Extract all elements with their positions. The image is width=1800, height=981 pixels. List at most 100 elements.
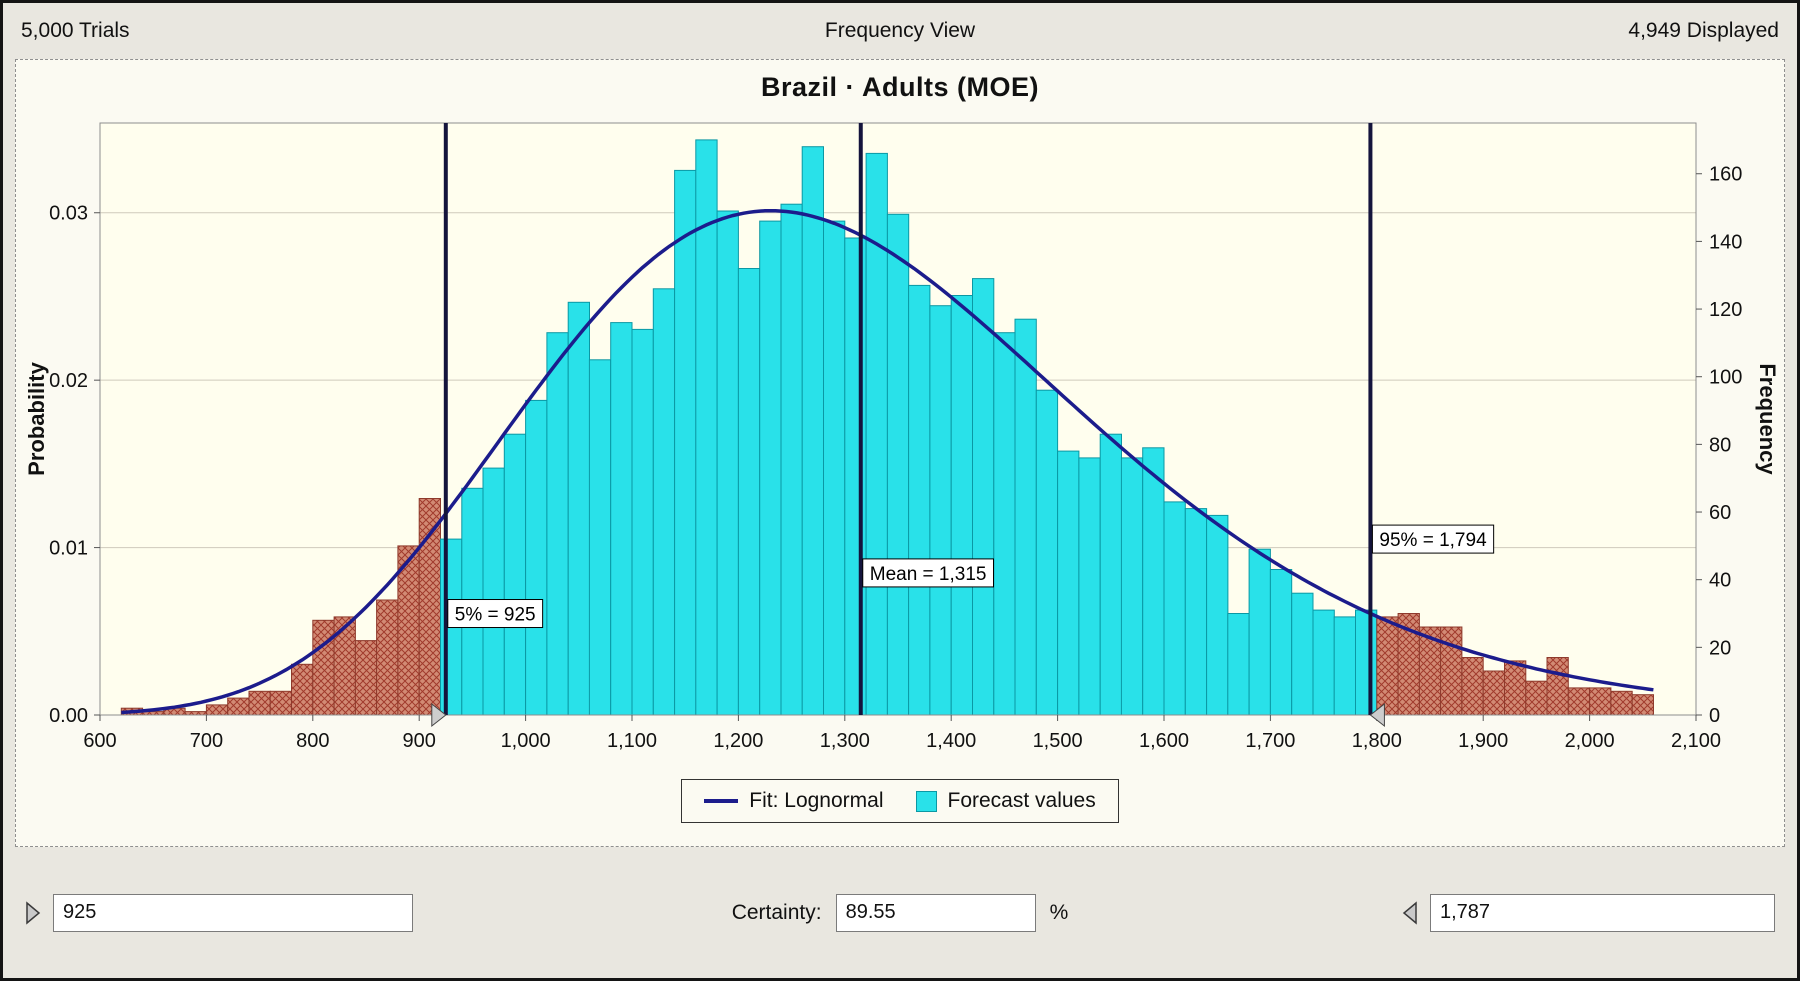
- histogram-bar-outlier: [1567, 687, 1591, 716]
- histogram-bar-outlier: [1376, 616, 1399, 716]
- marker-label-text-mean: Mean = 1,315: [870, 564, 987, 585]
- histogram-bar-outlier: [418, 498, 442, 716]
- freq-tick-label: 120: [1709, 299, 1742, 321]
- histogram-bar: [929, 305, 952, 716]
- histogram-bar: [503, 433, 527, 716]
- histogram-bar: [886, 213, 910, 716]
- histogram-bar: [567, 301, 591, 716]
- histogram-bar: [1035, 389, 1059, 716]
- histogram-bar: [1099, 433, 1122, 716]
- histogram-bar: [1120, 457, 1144, 716]
- x-tick-label: 1,500: [1033, 730, 1083, 752]
- histogram-bar: [823, 220, 846, 716]
- certainty-input[interactable]: [835, 893, 1036, 932]
- histogram-bar-outlier: [376, 599, 399, 716]
- histogram-bar-outlier: [291, 663, 314, 716]
- x-tick-label: 700: [190, 730, 223, 752]
- legend-fit-label: Fit: Lognormal: [749, 789, 884, 812]
- range-grabber-min[interactable]: [431, 702, 447, 728]
- histogram-bar-outlier: [205, 704, 229, 716]
- y-axis-title-left: Probability: [24, 361, 49, 475]
- histogram-bar-outlier: [1525, 680, 1548, 716]
- max-range-group: [1192, 893, 1775, 932]
- histogram-bar: [652, 288, 676, 716]
- trials-count: 5,000 Trials: [21, 19, 130, 42]
- marker-label-box-p5: [447, 599, 544, 629]
- max-range-input[interactable]: [1429, 893, 1775, 932]
- histogram-bar: [1248, 548, 1271, 716]
- histogram-bar: [1312, 609, 1335, 716]
- percent-sign: %: [1049, 900, 1069, 924]
- freq-tick-label: 60: [1709, 502, 1731, 524]
- x-tick-label: 1,800: [1352, 730, 1402, 752]
- y-axis-title-right: Frequency: [1755, 363, 1780, 475]
- histogram-bar-outlier: [354, 640, 378, 716]
- freq-tick-label: 140: [1709, 231, 1742, 253]
- histogram-bar: [1184, 508, 1208, 716]
- range-grabber-max[interactable]: [1369, 702, 1385, 728]
- marker-label-text-p95: 95% = 1,794: [1379, 530, 1487, 551]
- histogram-bar: [1014, 318, 1037, 716]
- x-tick-label: 2,100: [1671, 730, 1721, 752]
- x-tick-label: 900: [403, 730, 436, 752]
- marker-label-text-p5: 5% = 925: [455, 605, 536, 626]
- histogram-bar: [993, 332, 1016, 716]
- histogram-bar-outlier: [1504, 660, 1527, 716]
- x-tick-label: 600: [83, 730, 116, 752]
- legend-item-forecast: Forecast values: [915, 789, 1096, 813]
- marker-label-p5: 5% = 925: [447, 599, 544, 629]
- histogram-bar: [1163, 501, 1186, 716]
- chart-panel: Brazil · Adults (MOE) 5% = 925 Mean = 1,3…: [15, 59, 1785, 847]
- histogram-bar: [610, 322, 633, 716]
- x-tick-label: 1,700: [1245, 730, 1295, 752]
- histogram-bar: [716, 210, 739, 716]
- histogram-bar-outlier: [184, 711, 207, 716]
- histogram-bar-outlier: [1631, 694, 1654, 716]
- histogram-bar: [588, 359, 612, 716]
- freq-tick-label: 40: [1709, 570, 1731, 592]
- prob-tick-label: 0.01: [49, 538, 88, 560]
- legend-forecast-label: Forecast values: [947, 789, 1096, 812]
- histogram-bar: [1142, 447, 1165, 716]
- chart-title: Brazil · Adults (MOE): [761, 72, 1039, 102]
- x-tick-label: 1,900: [1458, 730, 1508, 752]
- histogram-bar: [972, 278, 995, 716]
- marker-label-p95: 95% = 1,794: [1371, 524, 1495, 554]
- histogram-bar: [1291, 592, 1314, 716]
- x-tick-label: 1,200: [713, 730, 763, 752]
- histogram-bar: [844, 237, 867, 716]
- histogram-bar: [1078, 457, 1101, 716]
- x-tick-label: 2,000: [1565, 730, 1615, 752]
- x-tick-label: 1,100: [607, 730, 657, 752]
- marker-label-box-mean: [862, 558, 994, 588]
- view-title: Frequency View: [824, 19, 976, 42]
- max-grabber-icon[interactable]: [1402, 900, 1418, 925]
- certainty-label: Certainty:: [731, 900, 822, 924]
- histogram-bar: [780, 203, 803, 716]
- histogram-bar-outlier: [227, 697, 250, 716]
- forecast-values-swatch: [915, 790, 937, 812]
- freq-tick-label: 0: [1709, 705, 1720, 727]
- histogram-bar: [546, 332, 569, 716]
- histogram-bar: [674, 169, 697, 716]
- displayed-count: 4,949 Displayed: [1628, 19, 1779, 42]
- histogram-bar: [865, 152, 888, 716]
- x-tick-label: 1,000: [501, 730, 551, 752]
- histogram-bar-outlier: [1589, 687, 1612, 716]
- range-control-bar: Certainty: %: [3, 847, 1797, 978]
- min-range-input[interactable]: [53, 893, 413, 932]
- histogram-bar-outlier: [1610, 690, 1633, 716]
- histogram-bar: [1227, 613, 1250, 716]
- legend-item-fit: Fit: Lognormal: [704, 789, 884, 813]
- freq-tick-label: 80: [1709, 434, 1731, 456]
- x-tick-label: 1,300: [820, 730, 870, 752]
- histogram-bar-outlier: [1482, 670, 1505, 716]
- histogram-bar-outlier: [248, 690, 271, 716]
- histogram-bar: [1269, 569, 1293, 716]
- min-grabber-icon[interactable]: [25, 900, 41, 925]
- histogram-bar: [950, 295, 974, 716]
- histogram-bar: [737, 268, 761, 716]
- freq-tick-label: 100: [1709, 367, 1742, 389]
